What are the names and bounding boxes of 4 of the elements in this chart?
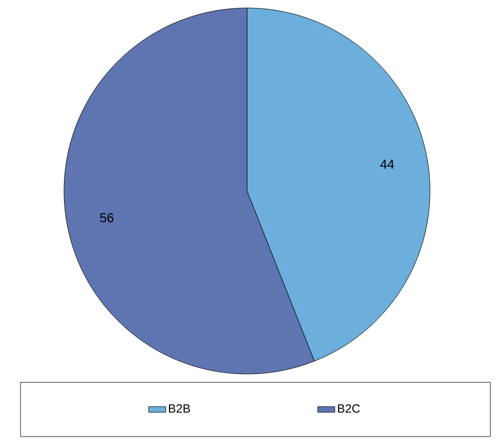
legend-label: B2B xyxy=(168,404,190,413)
data-label: 44 xyxy=(380,160,394,169)
data-label: 56 xyxy=(100,213,114,222)
legend-label: B2C xyxy=(338,404,360,413)
